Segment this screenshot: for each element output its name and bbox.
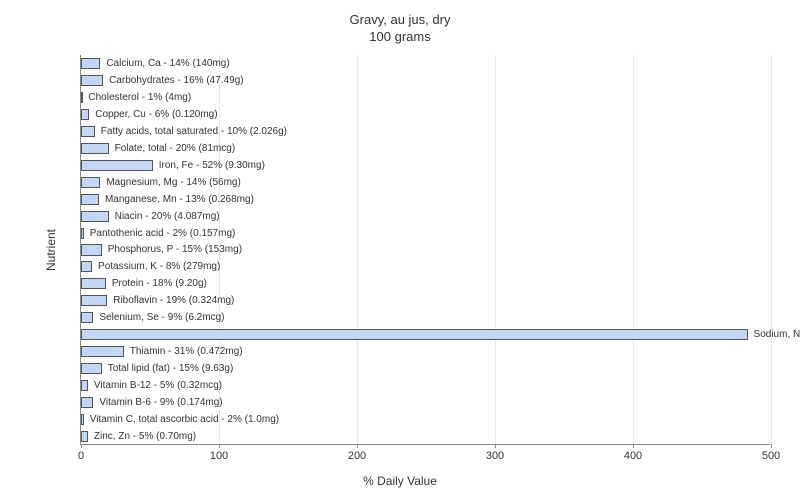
chart-title-line2: 100 grams (369, 29, 430, 44)
x-tick-mark (633, 444, 634, 448)
x-tick-label: 400 (624, 450, 642, 462)
gridline (357, 55, 358, 444)
nutrient-bar-label: Calcium, Ca - 14% (140mg) (106, 58, 229, 69)
nutrient-bar-label: Selenium, Se - 9% (6.2mcg) (99, 312, 224, 323)
nutrient-bar (81, 109, 89, 120)
nutrient-bar (81, 278, 106, 289)
nutrient-bar-label: Phosphorus, P - 15% (153mg) (108, 244, 242, 255)
nutrient-bar (81, 329, 748, 340)
y-axis-title: Nutrient (44, 229, 58, 271)
chart-title-line1: Gravy, au jus, dry (350, 12, 451, 27)
nutrient-bar-label: Carbohydrates - 16% (47.49g) (109, 75, 244, 86)
x-tick-label: 300 (486, 450, 504, 462)
gridline (633, 55, 634, 444)
nutrient-bar (81, 143, 109, 154)
nutrient-bar (81, 261, 92, 272)
nutrient-bar-label: Copper, Cu - 6% (0.120mg) (95, 109, 217, 120)
x-tick-mark (81, 444, 82, 448)
nutrient-bar (81, 312, 93, 323)
nutrient-bar (81, 194, 99, 205)
gridline (495, 55, 496, 444)
nutrient-chart: Gravy, au jus, dry 100 grams Nutrient 01… (0, 0, 800, 500)
nutrient-bar-label: Iron, Fe - 52% (9.30mg) (159, 160, 265, 171)
x-tick-label: 200 (348, 450, 366, 462)
plot-area: 0100200300400500Calcium, Ca - 14% (140mg… (80, 55, 770, 445)
nutrient-bar (81, 414, 84, 425)
nutrient-bar-label: Cholesterol - 1% (4mg) (88, 92, 191, 103)
nutrient-bar (81, 58, 100, 69)
nutrient-bar-label: Manganese, Mn - 13% (0.268mg) (105, 194, 254, 205)
gridline (771, 55, 772, 444)
x-tick-mark (219, 444, 220, 448)
nutrient-bar (81, 160, 153, 171)
nutrient-bar (81, 397, 93, 408)
nutrient-bar-label: Vitamin B-12 - 5% (0.32mcg) (94, 380, 222, 391)
nutrient-bar (81, 380, 88, 391)
x-tick-label: 0 (78, 450, 84, 462)
nutrient-bar-label: Vitamin B-6 - 9% (0.174mg) (99, 397, 222, 408)
nutrient-bar-label: Thiamin - 31% (0.472mg) (130, 346, 243, 357)
chart-title: Gravy, au jus, dry 100 grams (0, 0, 800, 46)
nutrient-bar-label: Zinc, Zn - 5% (0.70mg) (94, 431, 196, 442)
nutrient-bar-label: Sodium, Na - 483% (11588mg) (754, 329, 800, 340)
nutrient-bar-label: Fatty acids, total saturated - 10% (2.02… (101, 126, 287, 137)
x-tick-label: 500 (762, 450, 780, 462)
nutrient-bar (81, 346, 124, 357)
nutrient-bar (81, 363, 102, 374)
x-tick-mark (495, 444, 496, 448)
nutrient-bar-label: Magnesium, Mg - 14% (56mg) (106, 177, 241, 188)
nutrient-bar (81, 126, 95, 137)
nutrient-bar (81, 211, 109, 222)
nutrient-bar-label: Vitamin C, total ascorbic acid - 2% (1.0… (90, 414, 279, 425)
x-tick-mark (357, 444, 358, 448)
nutrient-bar (81, 75, 103, 86)
nutrient-bar-label: Pantothenic acid - 2% (0.157mg) (90, 228, 236, 239)
nutrient-bar (81, 244, 102, 255)
nutrient-bar (81, 177, 100, 188)
nutrient-bar (81, 228, 84, 239)
nutrient-bar-label: Total lipid (fat) - 15% (9.63g) (108, 363, 234, 374)
nutrient-bar (81, 431, 88, 442)
x-axis-title: % Daily Value (363, 474, 437, 488)
nutrient-bar (81, 92, 83, 103)
x-tick-label: 100 (210, 450, 228, 462)
nutrient-bar-label: Niacin - 20% (4.087mg) (115, 211, 220, 222)
nutrient-bar-label: Potassium, K - 8% (279mg) (98, 261, 220, 272)
x-tick-mark (771, 444, 772, 448)
nutrient-bar-label: Protein - 18% (9.20g) (112, 278, 207, 289)
nutrient-bar (81, 295, 107, 306)
nutrient-bar-label: Folate, total - 20% (81mcg) (115, 143, 236, 154)
nutrient-bar-label: Riboflavin - 19% (0.324mg) (113, 295, 234, 306)
